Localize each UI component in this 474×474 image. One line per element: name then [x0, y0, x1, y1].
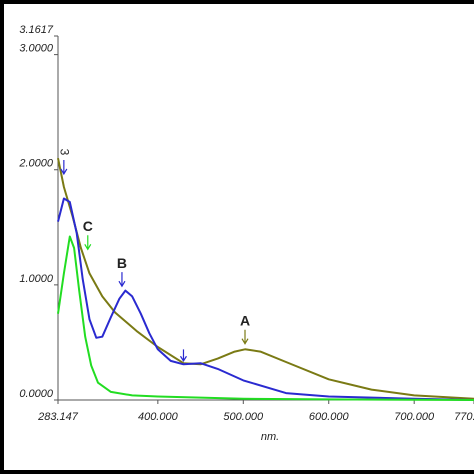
x-tick-label: 700.000	[394, 411, 435, 423]
valley-arrow	[179, 349, 187, 362]
y-tick-label: 2.0000	[18, 158, 54, 170]
label-arrow	[118, 272, 126, 288]
annotation-arrow	[60, 159, 68, 176]
curve-label: A	[240, 312, 250, 328]
y-tick-label: 3.0000	[19, 43, 54, 55]
x-axis-label: nm.	[261, 431, 279, 443]
annotation: 3	[58, 149, 72, 156]
curve-label: C	[83, 218, 93, 234]
line-C	[57, 235, 474, 401]
label-arrow	[84, 235, 92, 251]
label-arrow	[241, 329, 249, 345]
x-tick-label: 400.000	[138, 411, 179, 423]
y-tick-label: 3.1617	[19, 24, 54, 36]
y-tick-label: 1.0000	[19, 273, 54, 285]
x-tick-label: 600.000	[309, 411, 350, 423]
x-tick-label: 500.000	[223, 411, 264, 423]
x-tick-label: 283.147	[37, 411, 79, 423]
y-tick-label: 0.0000	[19, 388, 54, 400]
x-tick-label: 770.000	[454, 411, 474, 423]
line-B	[57, 197, 474, 401]
curve-label: B	[117, 255, 127, 271]
